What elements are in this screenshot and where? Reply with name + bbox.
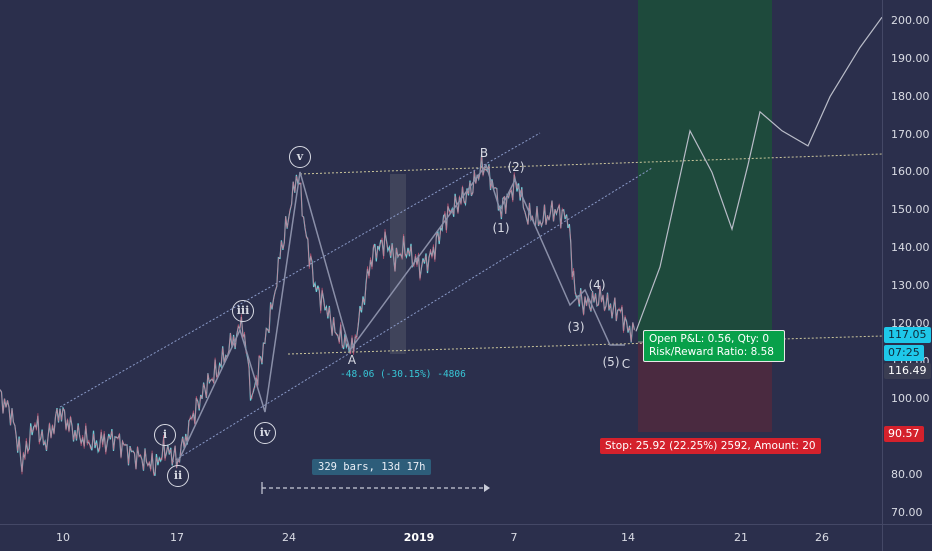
y-tick-label: 180.00 [891,89,930,103]
triangle-lower [287,335,882,355]
triangle-upper [299,153,882,175]
stop-price-tag: 90.57 [884,426,924,442]
x-tick-label: 14 [621,531,635,544]
y-tick-label: 170.00 [891,127,930,141]
wave-a-label: A [347,353,357,367]
x-tick-label: 26 [815,531,829,544]
impulse-wave [177,163,625,463]
time-axis[interactable]: 10 17 24 2019 7 14 21 26 [0,524,882,551]
channel-upper [59,132,541,408]
price-series-shadow [0,153,635,477]
x-tick-label: 24 [282,531,296,544]
measure-label: -48.06 (-30.15%) -4806 [340,369,466,380]
x-tick-label: 21 [734,531,748,544]
wave-ii-label: ii [167,465,189,487]
y-tick-label: 140.00 [891,241,930,255]
y-tick-label: 160.00 [891,165,930,179]
x-tick-label: 7 [510,531,518,544]
wave-v-label: v [289,146,311,168]
position-info-box[interactable]: Open P&L: 0.56, Qty: 0 Risk/Reward Ratio… [643,330,785,362]
highlight-band [390,174,406,354]
date-range-head [484,484,490,492]
subwave-5-label: (5) [602,355,620,369]
price-series [0,154,635,477]
stop-info-box[interactable]: Stop: 25.92 (22.25%) 2592, Amount: 20 [600,438,821,454]
countdown-tag: 07:25 [884,345,924,361]
wave-c-label: C [621,357,631,371]
channel-lower [171,167,653,463]
wave-iv-label: iv [254,422,276,444]
y-tick-label: 100.00 [891,392,930,406]
price-axis[interactable]: 200.00 190.00 180.00 170.00 160.00 150.00 140.… [882,0,932,524]
projection-path [635,16,882,332]
open-pl-text: Open P&L: 0.56, Qty: 0 [649,333,770,345]
y-tick-label: 190.00 [891,51,930,65]
x-tick-label: 10 [56,531,70,544]
x-tick-label: 2019 [403,531,435,544]
date-range-label: 329 bars, 13d 17h [312,459,432,475]
y-tick-label: 70.00 [891,506,923,519]
subwave-3-label: (3) [567,320,585,334]
x-tick-label: 17 [170,531,184,544]
y-tick-label: 130.00 [891,278,930,292]
current-price-tag: 117.05 [884,327,931,343]
subwave-2-label: (2) [507,160,525,174]
y-tick-label: 80.00 [891,468,923,482]
entry-price-tag: 116.49 [884,363,931,379]
y-tick-label: 200.00 [891,14,930,27]
y-tick-label: 120.00 [891,316,930,330]
wave-b-label: B [479,146,489,160]
wave-iii-label: iii [232,300,254,322]
subwave-1-label: (1) [492,221,510,235]
axis-corner [882,524,932,551]
profit-zone [638,0,772,342]
risk-reward-text: Risk/Reward Ratio: 8.58 [649,346,774,358]
wave-i-label: i [154,424,176,446]
y-tick-label: 150.00 [891,203,930,217]
subwave-4-label: (4) [588,278,606,292]
